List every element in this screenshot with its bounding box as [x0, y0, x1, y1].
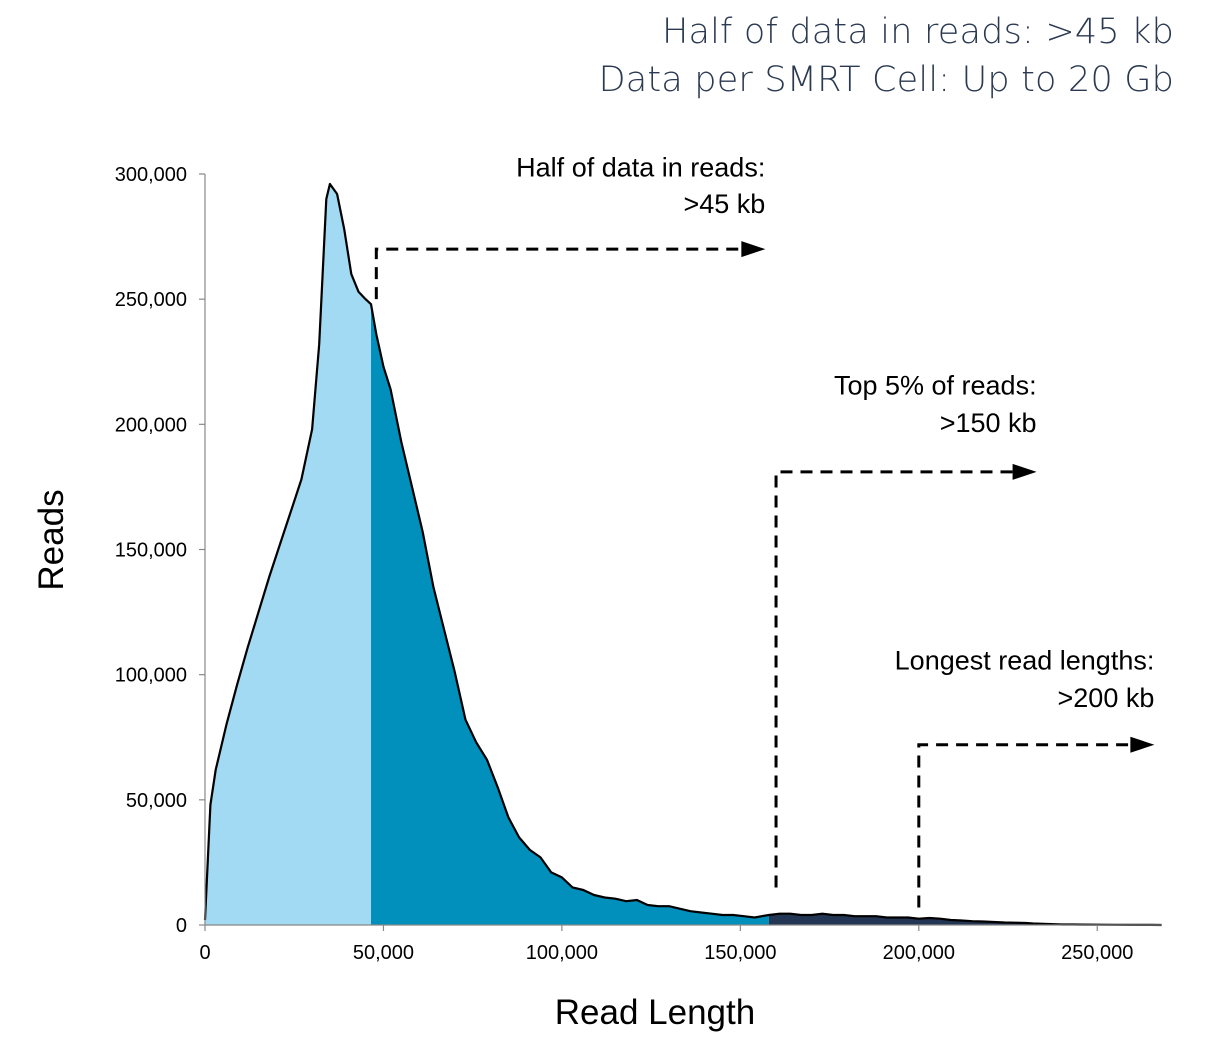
x-tick-label: 0: [199, 942, 210, 964]
series-line: [203, 182, 1162, 927]
x-tick-label: 150,000: [704, 942, 776, 964]
area-region-below-45kb: [205, 184, 371, 925]
x-ticks: 0 50,000 100,000 150,000 200,000 250,000: [199, 925, 1133, 964]
y-tick-label: 100,000: [115, 665, 187, 687]
annotation-arrow-line: [374, 247, 748, 300]
y-tick-label: 150,000: [115, 540, 187, 562]
annotation-label: Half of data in reads:: [516, 153, 765, 183]
y-tick-label: 200,000: [115, 414, 187, 436]
x-axis-label: Read Length: [555, 993, 755, 1032]
header-line-1: Half of data in reads: >45 kb: [661, 12, 1174, 52]
y-axis-label: Reads: [32, 489, 71, 590]
y-ticks: 0 50,000 100,000 150,000 200,000 250,000 300,0…: [115, 164, 205, 937]
annotation-label: Longest read lengths:: [895, 646, 1155, 676]
annotation-arrow-line: [917, 743, 1137, 908]
header-note: Half of data in reads: >45 kb Data per S…: [599, 8, 1174, 104]
annotation-value: >150 kb: [940, 408, 1037, 438]
x-tick-label: 250,000: [1061, 942, 1133, 964]
y-tick-label: 300,000: [115, 164, 187, 186]
x-tick-label: 200,000: [883, 942, 955, 964]
y-tick-label: 250,000: [115, 289, 187, 311]
y-tick-label: 50,000: [126, 790, 187, 812]
area-region-45kb-to-150kb: [371, 304, 769, 925]
y-tick-label: 0: [176, 915, 187, 937]
annotation-value: >200 kb: [1058, 683, 1155, 713]
area-regions: [205, 184, 1162, 925]
arrow-head-icon: [741, 241, 766, 258]
annotation-arrow-line: [774, 470, 1019, 888]
annotation-value: >45 kb: [684, 189, 766, 219]
x-tick-label: 50,000: [353, 942, 414, 964]
header-line-2: Data per SMRT Cell: Up to 20 Gb: [598, 60, 1174, 100]
arrow-head-icon: [1012, 463, 1037, 480]
x-tick-label: 100,000: [526, 942, 598, 964]
arrow-head-icon: [1130, 736, 1155, 753]
annotation-label: Top 5% of reads:: [834, 370, 1037, 400]
distribution-outline: [203, 182, 1162, 927]
annotations: Half of data in reads: >45 kb Top 5% of re…: [374, 153, 1155, 908]
